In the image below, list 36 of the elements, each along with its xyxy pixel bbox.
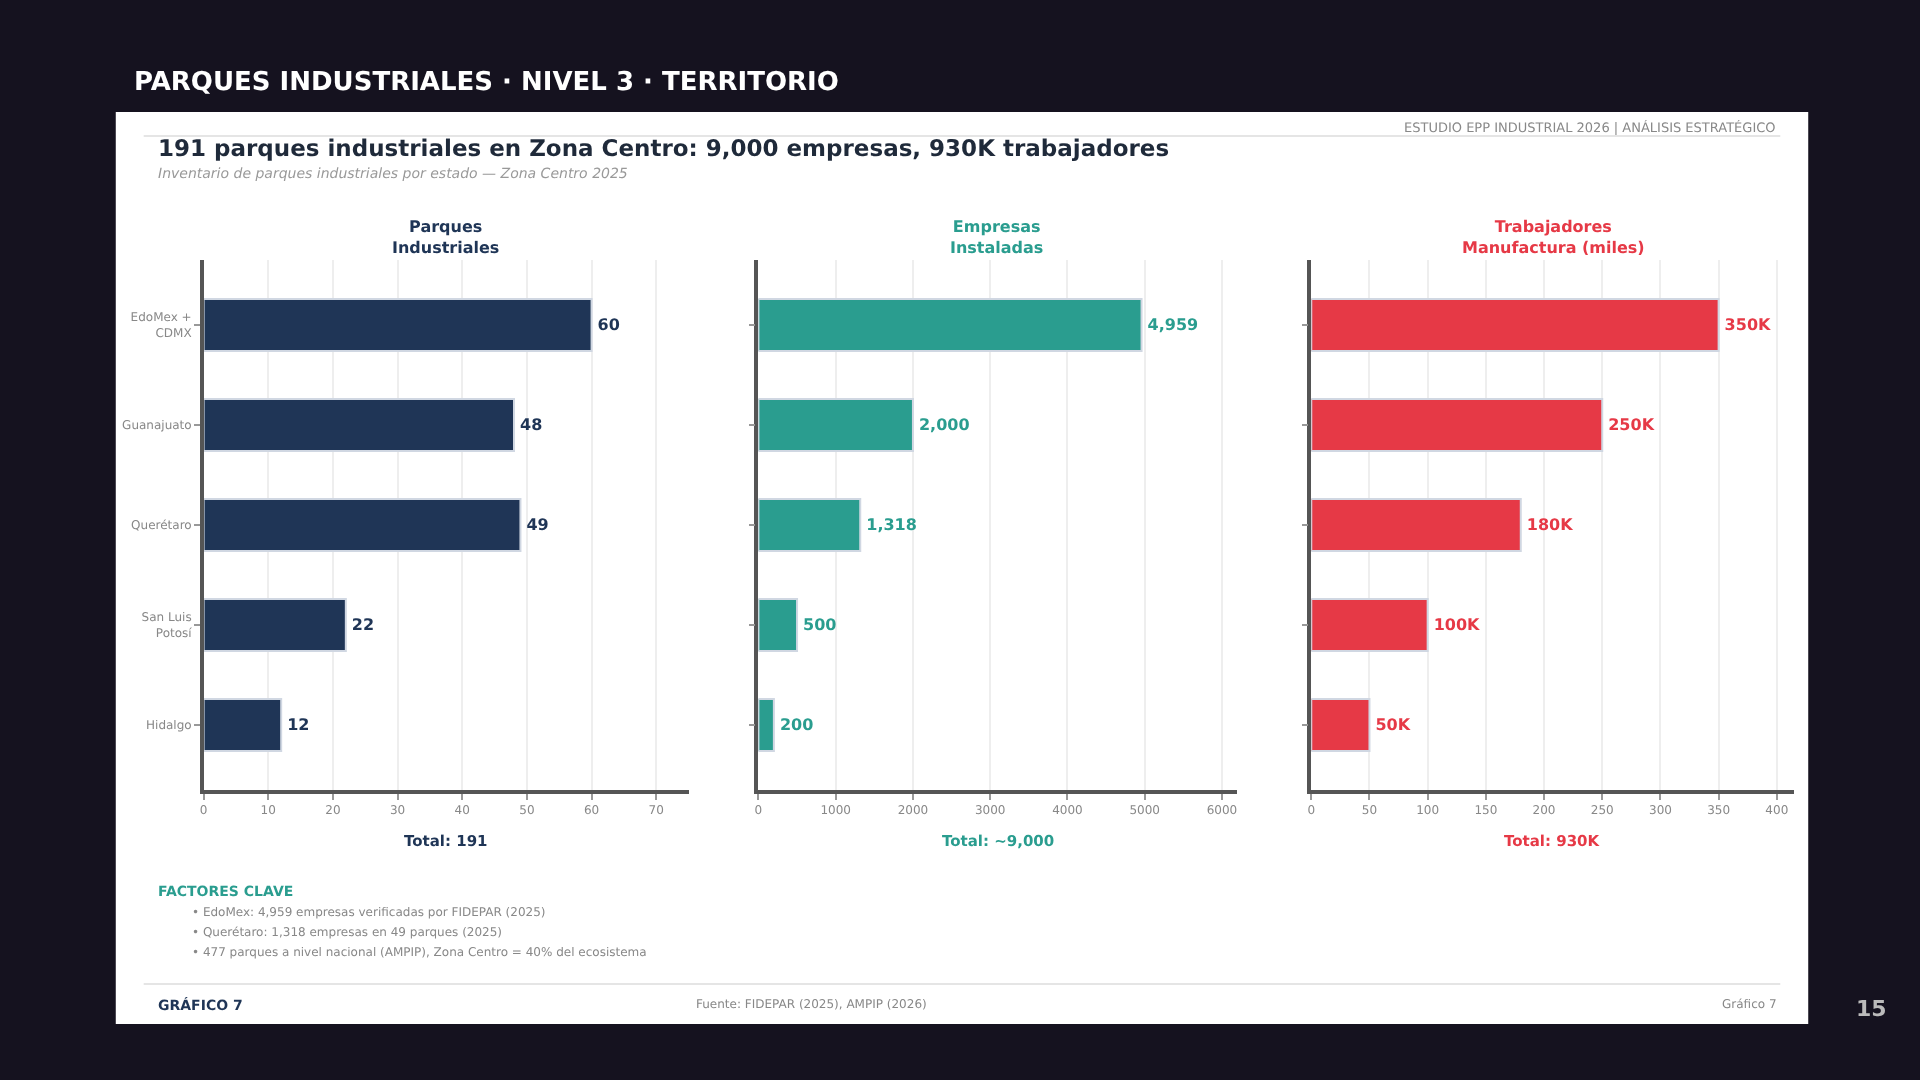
data-label: 200 <box>779 716 815 734</box>
data-label: 350K <box>1724 316 1773 334</box>
data-label: 22 <box>351 616 375 634</box>
bar <box>758 598 799 652</box>
data-label: 60 <box>597 316 621 334</box>
bar <box>758 298 1143 352</box>
data-label: 180K <box>1526 516 1575 534</box>
data-label: 12 <box>287 716 310 734</box>
bar <box>203 498 522 552</box>
bar <box>203 298 593 352</box>
bar <box>758 698 775 752</box>
bar <box>758 498 862 552</box>
chart-title: Trabajadores Manufactura (miles) <box>1462 218 1645 257</box>
text: PARQUES INDUSTRIALES · NIVEL 3 · TERRITORIO <box>134 68 839 98</box>
text: 191 parques industriales en Zona Centro: 9,000 empresas, 930K trabajadores <box>158 134 1170 162</box>
text: 15 <box>1856 996 1887 1022</box>
data-label: 250K <box>1608 416 1656 434</box>
data-label: 50K <box>1375 716 1412 734</box>
data-label: 48 <box>519 416 544 434</box>
bar <box>203 398 515 452</box>
data-label: 4,959 <box>1147 316 1200 334</box>
bar <box>1311 298 1720 352</box>
bar <box>1311 698 1371 752</box>
bar <box>758 398 914 452</box>
data-label: 2,000 <box>918 416 971 434</box>
data-label: 500 <box>803 616 838 634</box>
data-label: 100K <box>1433 616 1482 634</box>
bar <box>1311 498 1522 552</box>
chart-title: Parques Industriales <box>392 218 500 257</box>
bar <box>1311 398 1604 452</box>
bar <box>203 698 283 752</box>
data-label: 1,318 <box>866 516 918 534</box>
data-label: 49 <box>526 516 550 534</box>
bar <box>1311 598 1429 652</box>
chart-title: Empresas Instaladas <box>950 218 1044 257</box>
bar <box>203 598 347 652</box>
